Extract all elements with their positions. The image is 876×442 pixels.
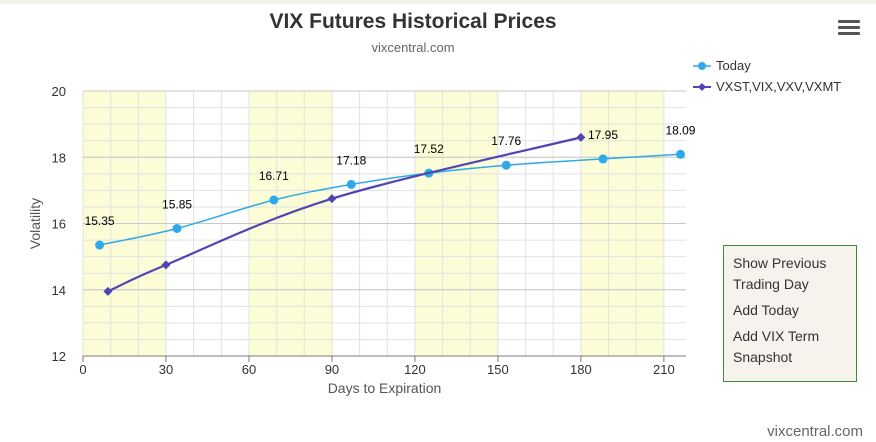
data-label: 17.95 (588, 128, 618, 142)
chart-subtitle: vixcentral.com (371, 40, 455, 55)
data-point-today (675, 149, 685, 159)
data-label: 17.52 (414, 142, 444, 156)
y-tick-label: 18 (52, 150, 66, 165)
series-line-vxst (107, 136, 582, 293)
top-border (0, 0, 876, 4)
legend-label-today: Today (716, 58, 751, 73)
x-tick-label: 30 (159, 362, 173, 377)
y-tick-label: 20 (52, 84, 66, 99)
data-point-vxst (161, 260, 171, 270)
data-point-vxst (576, 132, 586, 142)
data-label: 18.09 (665, 123, 695, 137)
y-tick-label: 14 (52, 283, 66, 298)
credits-link[interactable]: vixcentral.com (767, 423, 863, 440)
hamburger-menu-icon[interactable] (838, 20, 860, 38)
data-point-today (501, 160, 511, 170)
x-tick-label: 60 (242, 362, 256, 377)
data-label: 15.85 (162, 197, 192, 211)
y-axis-title: Volatility (27, 198, 43, 249)
legend-diamond-icon (693, 82, 711, 91)
data-label: 15.35 (85, 214, 115, 228)
data-label: 17.18 (336, 153, 366, 167)
data-label: 17.76 (491, 134, 521, 148)
legend-item-vxst[interactable]: VXST,VIX,VXV,VXMT (693, 76, 841, 97)
data-point-today (346, 179, 356, 189)
data-point-today (598, 154, 608, 164)
chart-title: VIX Futures Historical Prices (269, 10, 557, 33)
data-label: 16.71 (259, 169, 289, 183)
x-tick-label: 150 (487, 362, 509, 377)
data-point-vxst (327, 194, 337, 204)
data-point-today (95, 240, 105, 250)
x-tick-label: 120 (404, 362, 426, 377)
legend-item-today[interactable]: Today (693, 55, 841, 76)
add-vix-term-snapshot-button[interactable]: Add VIX Term Snapshot (733, 328, 820, 365)
legend-circle-icon (693, 61, 711, 70)
x-tick-label: 180 (570, 362, 592, 377)
x-tick-label: 90 (325, 362, 339, 377)
legend: Today VXST,VIX,VXV,VXMT (693, 55, 841, 97)
show-previous-trading-day-button[interactable]: Show Previous Trading Day (733, 255, 827, 292)
add-today-button[interactable]: Add Today (733, 302, 799, 318)
x-tick-label: 210 (653, 362, 675, 377)
action-panel: Show Previous Trading Day Add Today Add … (723, 245, 857, 382)
series-line-today (99, 153, 681, 246)
x-tick-label: 0 (79, 362, 86, 377)
x-axis-title: Days to Expiration (328, 380, 442, 396)
y-tick-label: 16 (52, 217, 66, 232)
data-point-today (172, 223, 182, 233)
y-tick-label: 12 (52, 349, 66, 364)
data-point-today (269, 195, 279, 205)
data-point-vxst (103, 286, 113, 296)
legend-label-vxst: VXST,VIX,VXV,VXMT (716, 79, 842, 94)
